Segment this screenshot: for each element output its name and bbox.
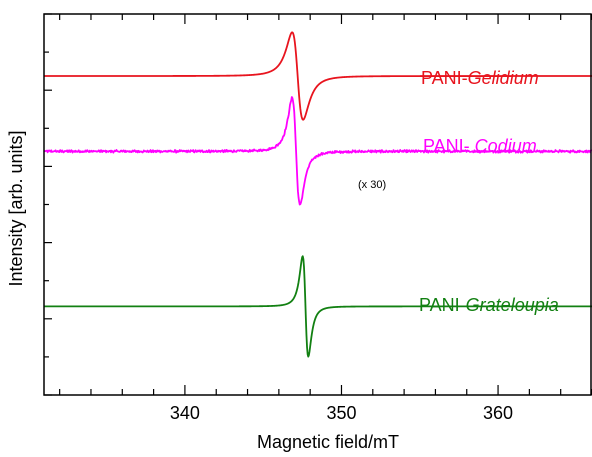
- ticks-layer: [44, 13, 592, 396]
- series-label-prefix: PANI-: [421, 68, 468, 88]
- series-label-prefix: PANI-: [423, 136, 475, 156]
- x-axis-title: Magnetic field/mT: [257, 432, 399, 452]
- series-label-1: PANI-Gelidium: [421, 68, 539, 88]
- series-label-italic: Gelidium: [468, 68, 539, 88]
- scale-factor-note: (x 30): [358, 179, 386, 191]
- y-axis-title: Intensity [arb. units]: [6, 130, 26, 286]
- series-label-italic: Codium: [475, 136, 537, 156]
- series-line-3: [43, 255, 592, 358]
- series-label-italic: Grateloupia: [466, 295, 559, 315]
- x-tick-label: 340: [170, 403, 200, 423]
- series-line-2: [43, 96, 592, 206]
- series-line-1: [43, 31, 592, 121]
- x-tick-label: 350: [326, 403, 356, 423]
- x-tick-labels: 340 350 360: [170, 403, 513, 423]
- x-tick-label: 360: [483, 403, 513, 423]
- series-label-3: PANI-Grateloupia: [419, 295, 559, 315]
- series-layer: [43, 31, 592, 358]
- series-label-prefix: PANI-: [419, 295, 466, 315]
- series-label-2: PANI- Codium: [423, 136, 537, 156]
